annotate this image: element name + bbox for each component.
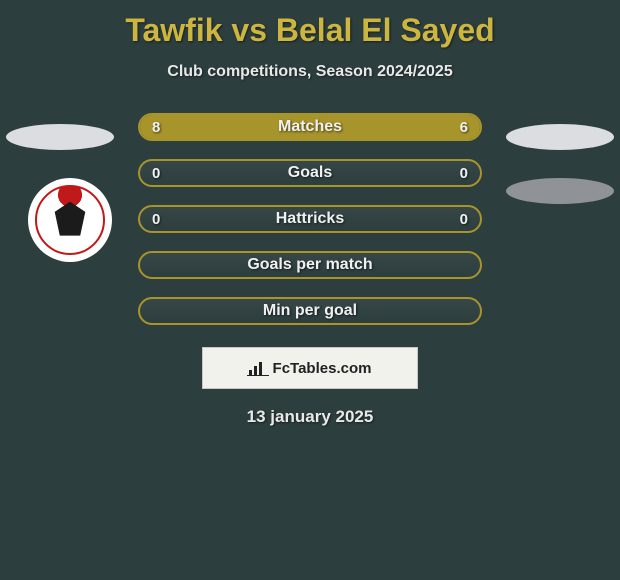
stat-right-value: 6	[460, 119, 468, 136]
stat-left-value: 0	[152, 165, 160, 182]
stat-row-min-per-goal: Min per goal	[138, 297, 482, 325]
stat-left-value: 0	[152, 211, 160, 228]
player-right-shadow	[506, 178, 614, 204]
subtitle: Club competitions, Season 2024/2025	[0, 63, 620, 81]
brand-box[interactable]: FcTables.com	[202, 347, 418, 389]
stat-label: Hattricks	[276, 210, 344, 228]
stat-row-hattricks: 0 Hattricks 0	[138, 205, 482, 233]
stat-row-goals: 0 Goals 0	[138, 159, 482, 187]
date-label: 13 january 2025	[0, 407, 620, 427]
stat-label: Min per goal	[263, 302, 357, 320]
page-title: Tawfik vs Belal El Sayed	[0, 0, 620, 49]
player-left-silhouette	[6, 124, 114, 150]
club-badge-left	[28, 178, 112, 262]
stat-label: Goals per match	[247, 256, 372, 274]
bar-chart-icon	[249, 361, 267, 375]
stat-left-value: 8	[152, 119, 160, 136]
al-ahly-icon	[35, 185, 105, 255]
stat-label: Matches	[278, 118, 342, 136]
stat-right-value: 0	[460, 165, 468, 182]
player-right-silhouette	[506, 124, 614, 150]
stat-fill-right	[334, 115, 480, 139]
stat-row-goals-per-match: Goals per match	[138, 251, 482, 279]
stat-right-value: 0	[460, 211, 468, 228]
stat-label: Goals	[288, 164, 332, 182]
stat-row-matches: 8 Matches 6	[138, 113, 482, 141]
brand-text: FcTables.com	[273, 360, 372, 377]
